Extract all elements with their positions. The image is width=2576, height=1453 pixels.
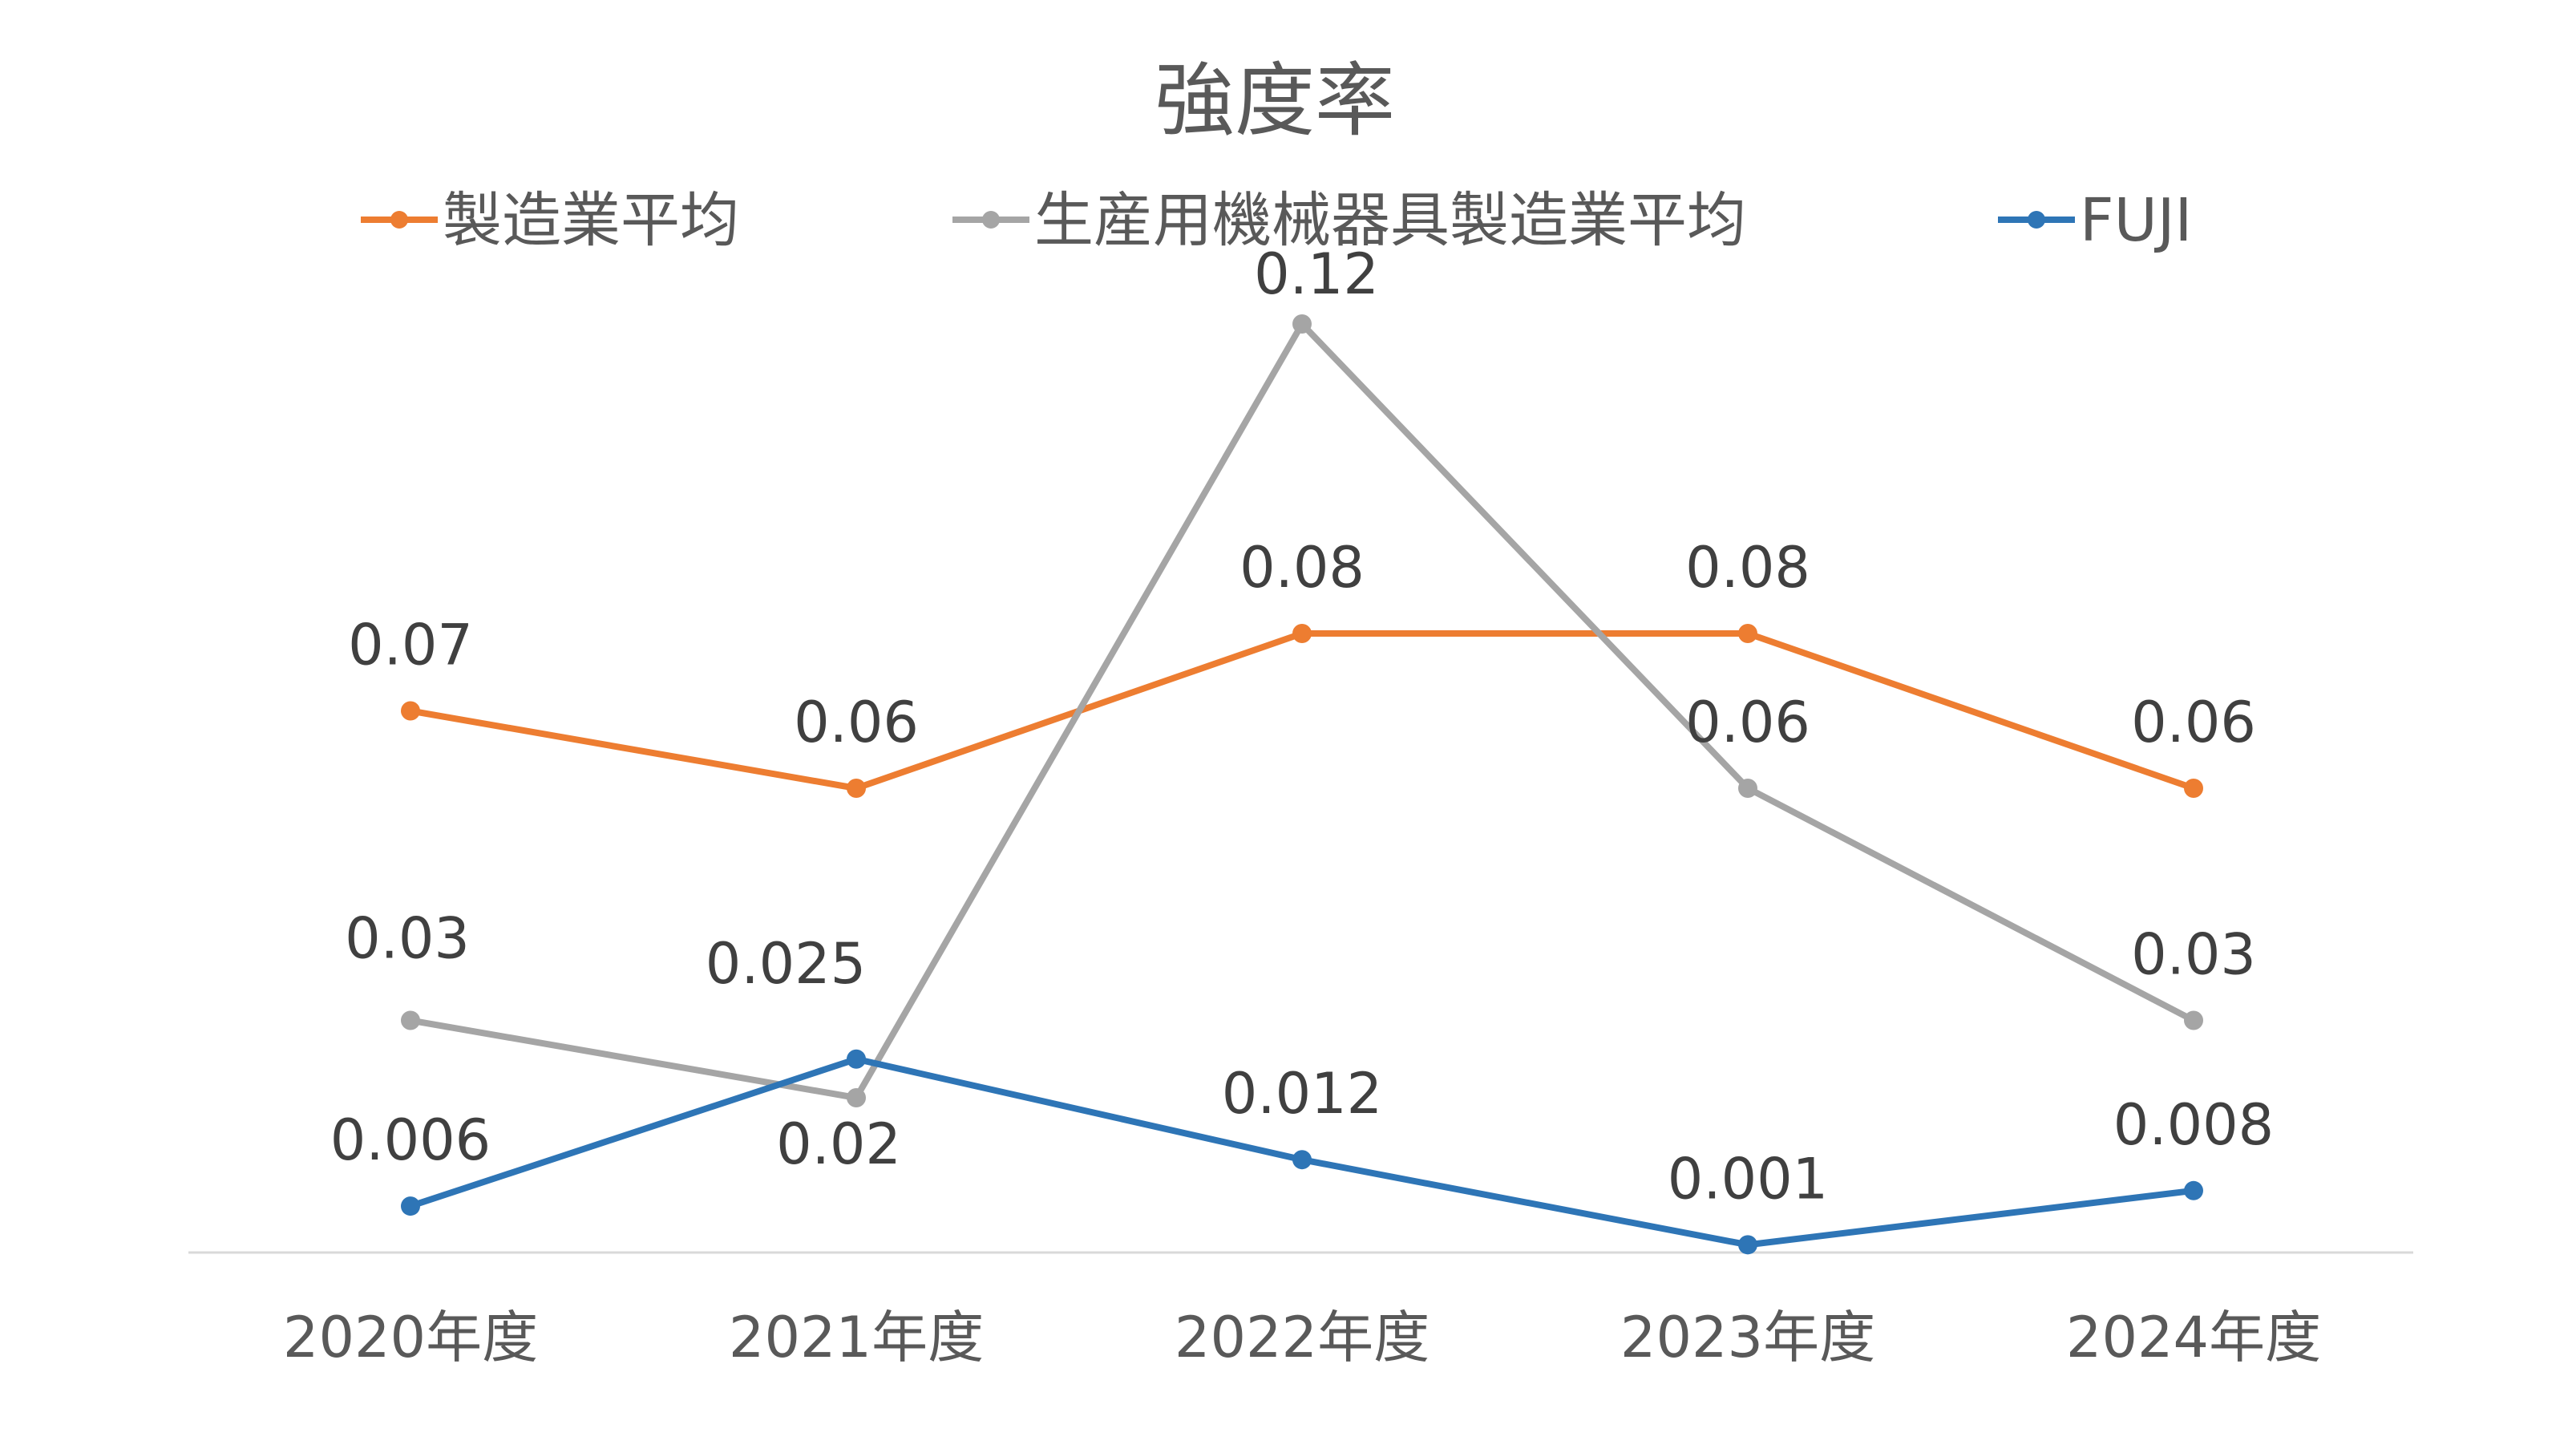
data-point <box>1738 624 1757 643</box>
series-layer <box>401 314 2203 1255</box>
data-point <box>847 1088 866 1107</box>
data-label: 0.001 <box>1668 1146 1828 1212</box>
data-label-layer: 0.07 0.06 0.08 0.08 0.06 0.03 0.02 0.12 0.06 0.03… <box>330 241 2274 1212</box>
data-label: 0.07 <box>348 613 473 678</box>
x-tick-label: 2024年度 <box>2066 1305 2321 1370</box>
legend: 製造業平均 生産用機械器具製造業平均 FUJI <box>361 186 2192 255</box>
legend-swatch-marker <box>982 211 1000 229</box>
data-point <box>2184 779 2203 798</box>
data-label: 0.12 <box>1254 241 1379 307</box>
data-label: 0.02 <box>776 1111 901 1177</box>
data-point <box>1738 1235 1757 1255</box>
data-label: 0.08 <box>1239 535 1365 601</box>
data-point <box>847 1049 866 1069</box>
legend-label: 製造業平均 <box>443 186 739 255</box>
data-label: 0.03 <box>2131 922 2256 988</box>
series-group <box>401 314 2203 1107</box>
legend-swatch-marker <box>390 211 408 229</box>
legend-label: 生産用機械器具製造業平均 <box>1034 186 1746 255</box>
data-point <box>1738 779 1757 798</box>
data-label: 0.08 <box>1685 535 1810 601</box>
data-label: 0.06 <box>794 690 919 755</box>
legend-swatch-marker <box>2028 211 2045 229</box>
legend-item: 製造業平均 <box>361 186 739 255</box>
x-tick-label: 2022年度 <box>1175 1305 1430 1370</box>
legend-item: 生産用機械器具製造業平均 <box>952 186 1746 255</box>
x-axis-tick-labels: 2020年度 2021年度 2022年度 2023年度 2024年度 <box>283 1305 2321 1370</box>
data-point <box>2184 1180 2203 1200</box>
data-point <box>847 779 866 798</box>
data-point <box>2184 1010 2203 1030</box>
data-point <box>401 701 420 721</box>
series-group <box>401 1049 2203 1255</box>
data-label: 0.012 <box>1222 1061 1382 1127</box>
x-tick-label: 2021年度 <box>729 1305 984 1370</box>
series-group <box>401 624 2203 798</box>
legend-label: FUJI <box>2080 186 2192 255</box>
data-label: 0.06 <box>2131 690 2256 755</box>
data-point <box>401 1196 420 1216</box>
series-line <box>407 321 2197 1101</box>
series-line <box>407 630 2197 791</box>
data-label: 0.03 <box>345 906 470 972</box>
data-label: 0.025 <box>706 931 866 997</box>
data-label: 0.06 <box>1685 690 1810 755</box>
x-tick-label: 2023年度 <box>1620 1305 1875 1370</box>
data-point <box>1292 1150 1312 1170</box>
chart-title: 強度率 <box>1155 54 1395 148</box>
x-tick-label: 2020年度 <box>283 1305 538 1370</box>
data-point <box>401 1010 420 1030</box>
data-point <box>1292 624 1312 643</box>
legend-item: FUJI <box>1998 186 2192 255</box>
data-label: 0.006 <box>330 1107 491 1173</box>
data-label: 0.008 <box>2113 1092 2274 1158</box>
data-point <box>1292 314 1312 334</box>
